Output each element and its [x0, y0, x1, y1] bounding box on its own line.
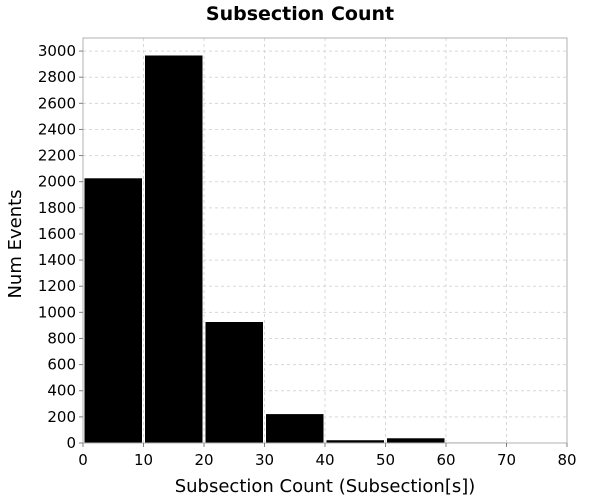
histogram-bar: [386, 437, 446, 444]
y-tick-label: 1800: [38, 199, 76, 217]
x-tick-label: 70: [497, 451, 516, 469]
y-tick-label: 1200: [38, 277, 76, 295]
x-tick-label: 80: [557, 451, 576, 469]
x-tick-label: 0: [78, 451, 88, 469]
y-tick-label: 600: [47, 356, 76, 374]
bars: [83, 54, 567, 444]
y-tick-label: 1000: [38, 303, 76, 321]
x-axis-label: Subsection Count (Subsection[s]): [175, 476, 476, 497]
x-tick-label: 60: [436, 451, 455, 469]
chart-title: Subsection Count: [206, 3, 394, 25]
x-tick-label: 20: [194, 451, 213, 469]
y-tick-label: 1400: [38, 251, 76, 269]
y-axis-label: Num Events: [5, 189, 26, 298]
x-tick-label: 50: [376, 451, 395, 469]
y-tick-label: 2200: [38, 147, 76, 165]
x-tick-label: 40: [315, 451, 334, 469]
x-tick-label: 30: [255, 451, 274, 469]
x-tick-label: 10: [134, 451, 153, 469]
y-tick-label: 800: [47, 329, 76, 347]
y-tick-label: 2600: [38, 94, 76, 112]
histogram-bar: [144, 54, 204, 444]
y-tick-label: 2000: [38, 173, 76, 191]
y-axis-ticks: 0 200 400 600 800 1000 1200 1400 1600 1800 2000 220…: [38, 42, 83, 452]
y-tick-label: 200: [47, 408, 76, 426]
histogram-bar: [265, 413, 325, 444]
x-axis-ticks: 0 10 20 30 40 50 60 70 80: [78, 443, 577, 469]
y-tick-label: 1600: [38, 225, 76, 243]
y-tick-label: 400: [47, 382, 76, 400]
y-tick-label: 2800: [38, 68, 76, 86]
y-tick-label: 0: [66, 434, 76, 452]
y-tick-label: 2400: [38, 120, 76, 138]
histogram-bar: [83, 177, 143, 444]
histogram-bar: [204, 321, 264, 444]
y-tick-label: 3000: [38, 42, 76, 60]
